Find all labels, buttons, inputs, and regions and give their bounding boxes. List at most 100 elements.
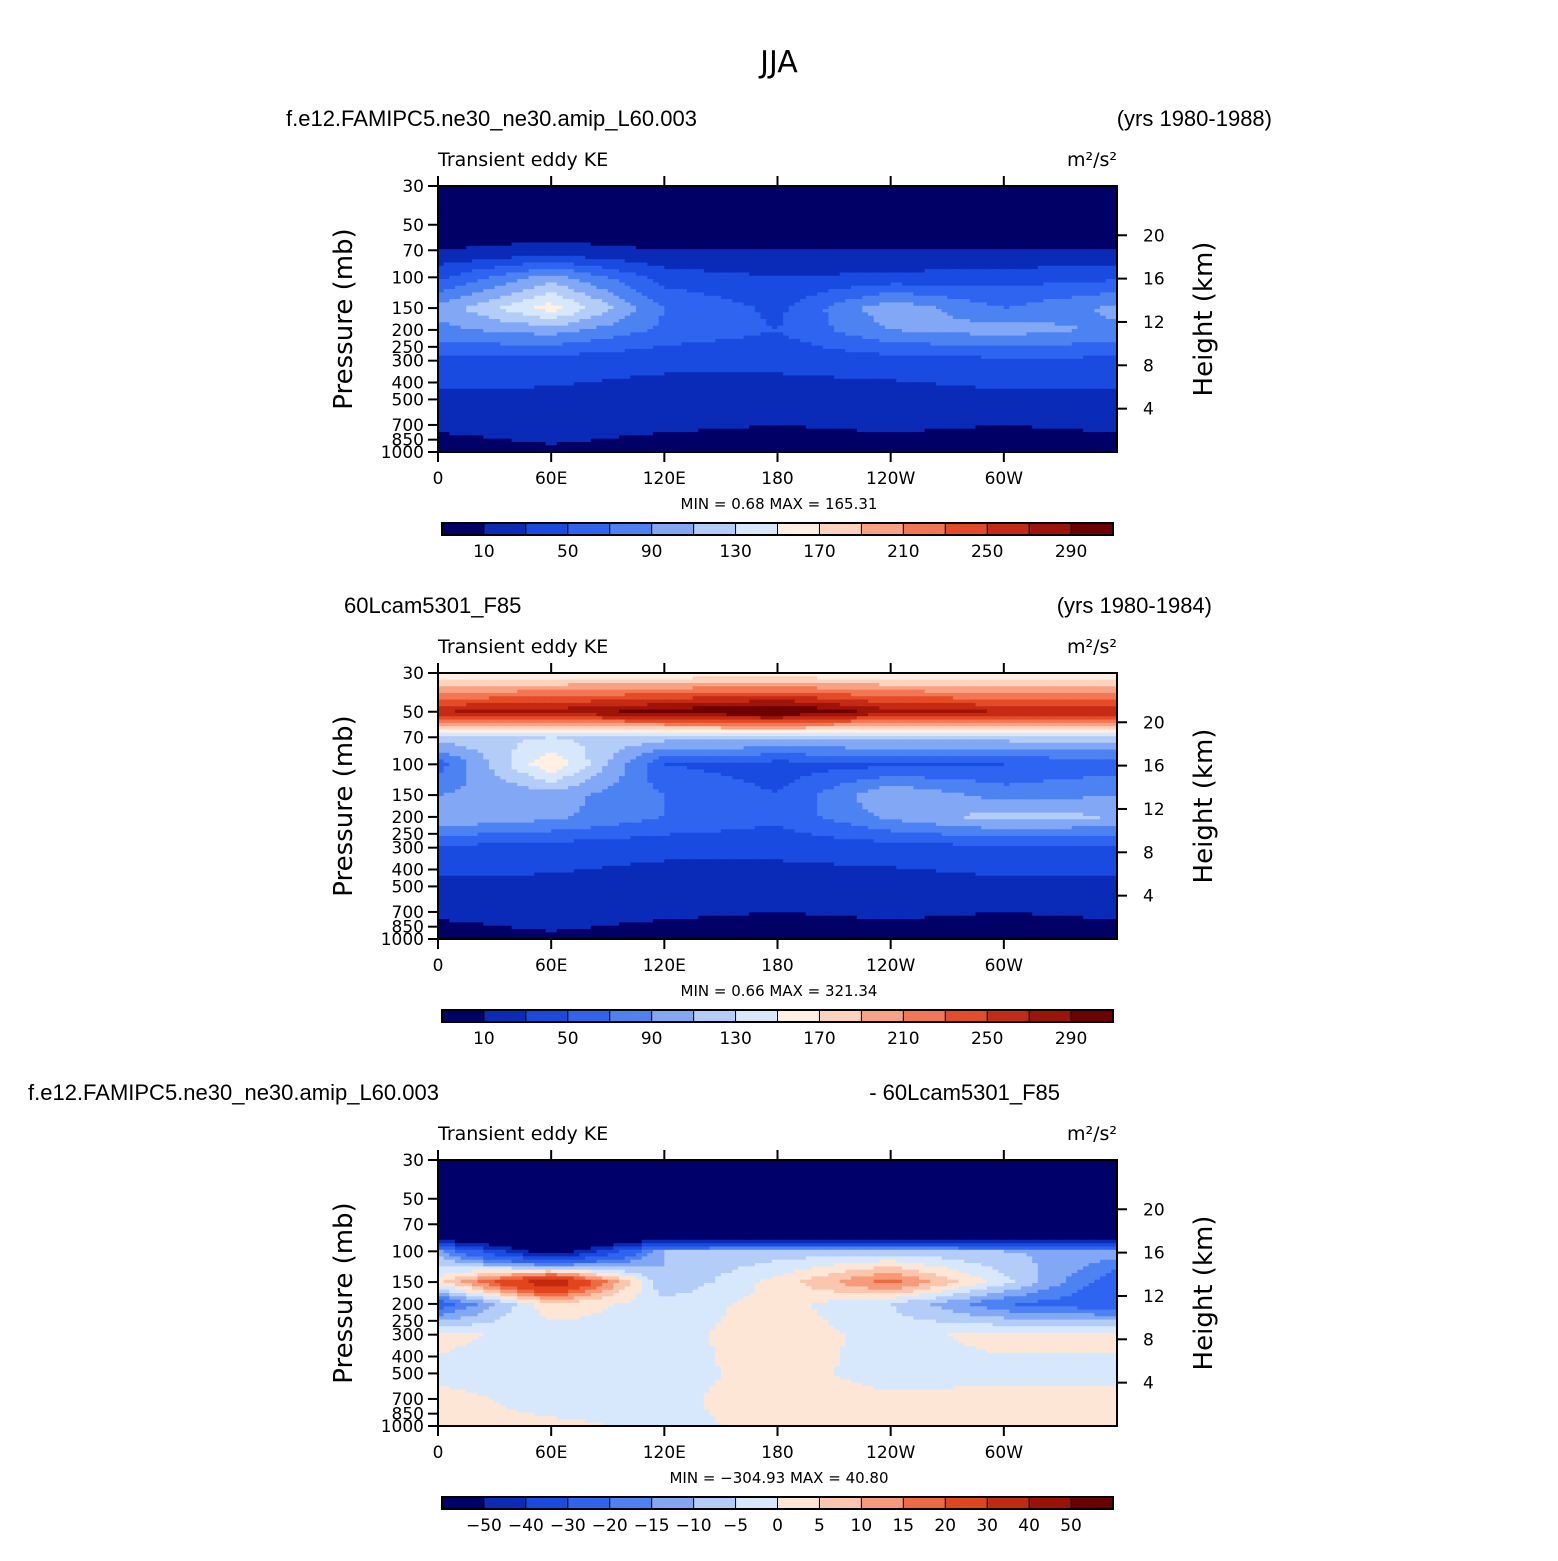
contour-cell [1060,315,1067,320]
contour-cell [494,252,501,257]
contour-cell [551,192,558,197]
contour-cell [737,305,745,310]
contour-cell [828,235,835,240]
contour-cell [1037,242,1045,247]
contour-cell [703,309,711,313]
contour-cell [947,219,954,224]
contour-cell [1026,292,1033,297]
contour-cell [907,192,914,197]
contour-cell [664,199,671,204]
contour-cell [698,245,705,250]
contour-cell [630,259,637,264]
contour-cell [998,305,1005,310]
contour-cell [539,299,547,303]
contour-cell [805,192,813,197]
contour-cell [556,262,564,267]
contour-cell [817,215,824,220]
contour-cell [851,265,858,270]
contour-cell [856,295,863,300]
contour-cell [794,245,801,250]
contour-cell [664,225,671,230]
contour-cell [698,242,705,247]
contour-cell [551,245,558,250]
contour-cell [1088,302,1095,307]
contour-cell [613,195,620,200]
contour-cell [822,259,830,264]
contour-cell [1088,245,1095,250]
contour-cell [964,295,971,300]
contour-cell [975,292,982,297]
contour-cell [517,275,524,280]
contour-cell [669,299,677,303]
contour-cell [607,199,615,204]
contour-cell [443,229,450,234]
contour-cell [534,189,541,194]
contour-cell [454,275,462,280]
contour-cell [596,219,603,224]
contour-cell [517,249,524,254]
contour-cell [777,239,784,244]
contour-cell [590,195,598,200]
contour-cell [1060,282,1067,287]
contour-cell [686,199,694,204]
contour-cell [1111,189,1117,194]
contour-cell [675,229,682,234]
contour-cell [669,305,677,310]
contour-cell [930,262,937,267]
contour-cell [460,219,467,224]
contour-cell [930,319,937,323]
contour-cell [1100,209,1107,214]
contour-cell [590,312,598,317]
contour-cell [471,322,479,327]
contour-cell [856,272,863,277]
contour-cell [438,309,445,313]
contour-cell [862,272,869,277]
contour-cell [698,229,705,234]
contour-cell [1100,312,1107,317]
contour-cell [613,289,620,293]
contour-cell [647,275,654,280]
contour-cell [839,229,846,234]
contour-cell [935,229,943,234]
contour-cell [602,212,609,217]
contour-cell [907,232,914,237]
contour-cell [539,225,547,230]
contour-cell [698,279,705,284]
contour-cell [703,279,711,284]
contour-cell [873,292,880,297]
contour-cell [1054,315,1062,320]
contour-cell [438,285,445,290]
contour-cell [754,195,762,200]
contour-cell [901,279,909,284]
contour-cell [998,302,1005,307]
contour-cell [681,199,688,204]
contour-cell [545,319,552,323]
contour-cell [1037,249,1045,254]
contour-cell [647,222,654,227]
contour-cell [653,272,660,277]
contour-cell [981,289,988,293]
contour-cell [822,202,830,207]
contour-cell [981,189,988,194]
contour-cell [805,249,813,254]
contour-cell [630,275,637,280]
contour-cell [907,259,914,264]
contour-cell [1071,186,1078,190]
contour-cell [449,272,456,277]
contour-cell [613,269,620,274]
contour-cell [839,225,846,230]
contour-cell [477,269,484,274]
contour-cell [924,295,931,300]
contour-cell [607,219,615,224]
contour-cell [1088,219,1095,224]
contour-cell [686,212,694,217]
contour-cell [1100,285,1107,290]
contour-cell [839,205,846,210]
contour-cell [1071,245,1078,250]
contour-cell [664,192,671,197]
contour-cell [698,282,705,287]
contour-cell [1094,189,1101,194]
contour-cell [754,229,762,234]
contour-cell [715,252,722,257]
contour-cell [901,199,909,204]
